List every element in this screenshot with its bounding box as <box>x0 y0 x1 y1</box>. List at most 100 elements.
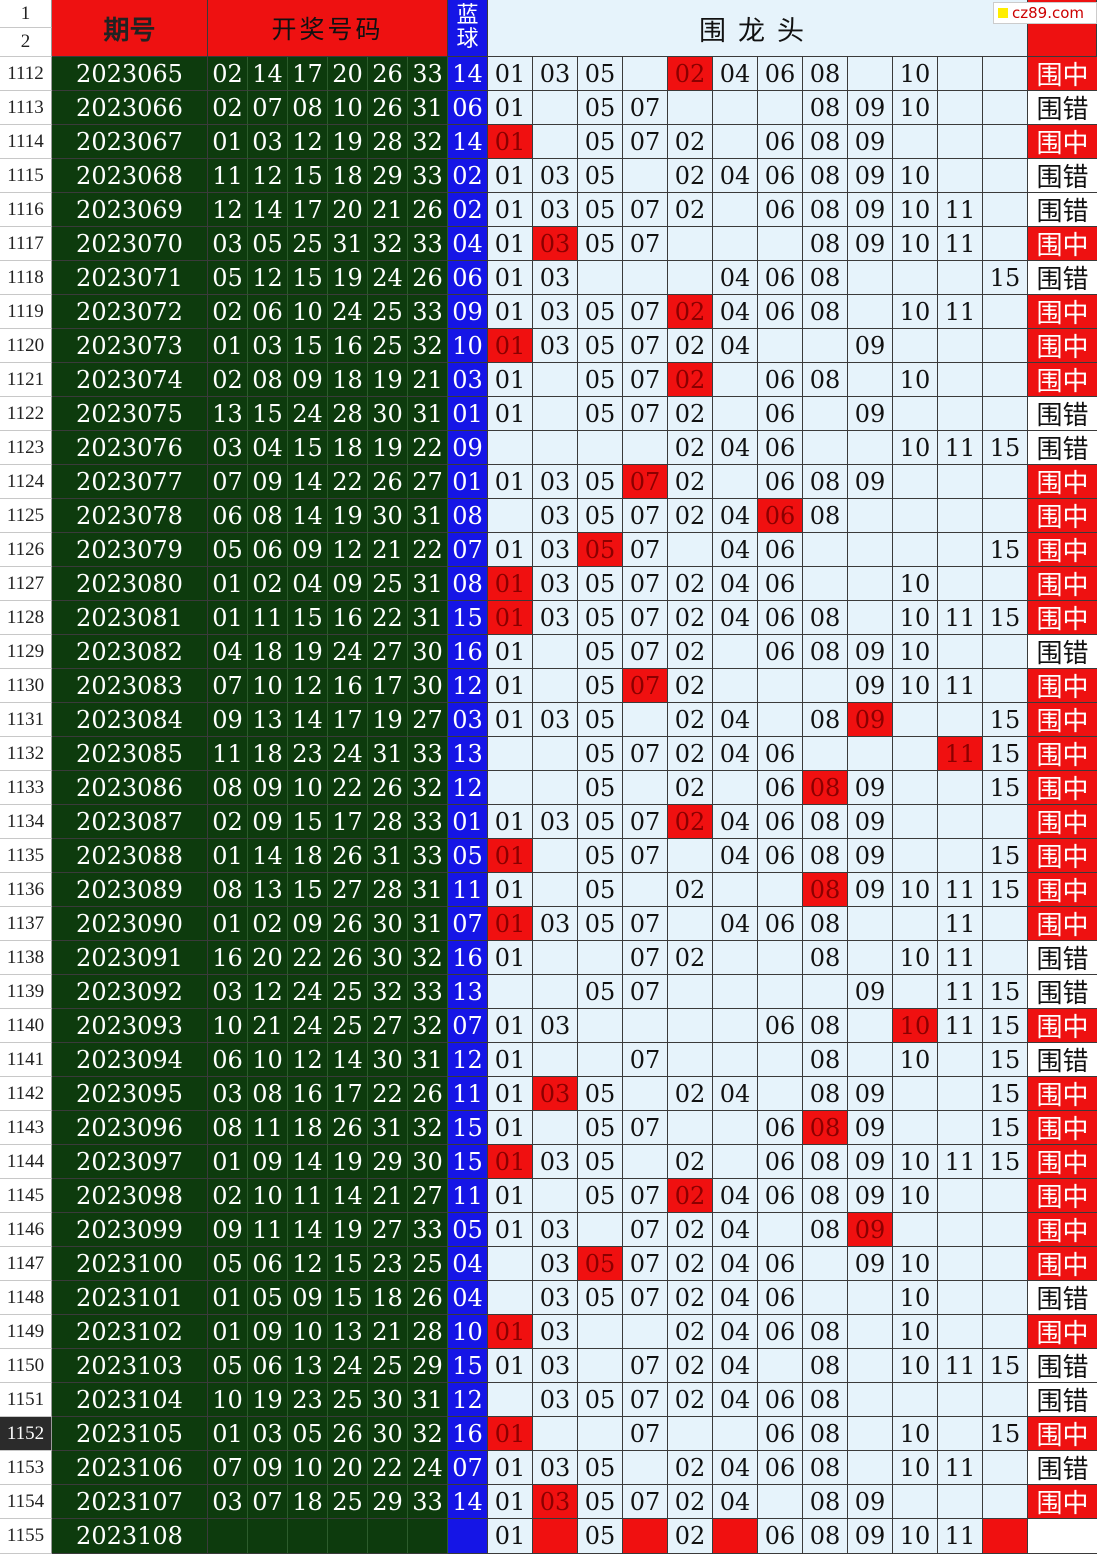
winning-number-cell: 33 <box>408 975 448 1009</box>
winning-number-cell: 11 <box>288 1179 328 1213</box>
candidate-cell: 04 <box>713 57 758 91</box>
candidate-cell <box>938 397 983 431</box>
winning-number-cell: 30 <box>368 1043 408 1077</box>
row-number[interactable]: 1128 <box>0 601 52 635</box>
row-number[interactable]: 1141 <box>0 1043 52 1077</box>
row-number[interactable]: 1146 <box>0 1213 52 1247</box>
winning-number-cell: 28 <box>368 873 408 907</box>
candidate-cell: 02 <box>668 295 713 329</box>
winning-number-cell: 33 <box>408 737 448 771</box>
winning-number-cell: 12 <box>288 1247 328 1281</box>
row-number[interactable]: 1147 <box>0 1247 52 1281</box>
candidate-cell <box>758 1485 803 1519</box>
row-number[interactable]: 1138 <box>0 941 52 975</box>
candidate-cell: 08 <box>803 907 848 941</box>
row-number[interactable]: 1127 <box>0 567 52 601</box>
candidate-cell <box>623 1451 668 1485</box>
winning-number-cell: 25 <box>368 295 408 329</box>
row-number[interactable]: 1125 <box>0 499 52 533</box>
candidate-cell <box>938 363 983 397</box>
candidate-cell <box>983 1383 1028 1417</box>
row-number[interactable]: 1143 <box>0 1111 52 1145</box>
period-cell: 2023105 <box>52 1417 208 1451</box>
row-number[interactable]: 1124 <box>0 465 52 499</box>
row-number[interactable]: 1136 <box>0 873 52 907</box>
row-number[interactable]: 1119 <box>0 295 52 329</box>
winning-number-cell: 01 <box>208 839 248 873</box>
row-number[interactable]: 1142 <box>0 1077 52 1111</box>
candidate-cell: 02 <box>668 1349 713 1383</box>
row-number[interactable]: 1114 <box>0 125 52 159</box>
row-number[interactable]: 1115 <box>0 159 52 193</box>
row-number-header-1[interactable]: 1 <box>0 0 52 28</box>
row-number[interactable]: 1131 <box>0 703 52 737</box>
candidate-cell: 15 <box>983 601 1028 635</box>
candidate-cell: 03 <box>533 703 578 737</box>
row-number[interactable]: 1121 <box>0 363 52 397</box>
candidate-cell: 04 <box>713 703 758 737</box>
row-number[interactable]: 1129 <box>0 635 52 669</box>
candidate-cell <box>848 601 893 635</box>
period-cell: 2023079 <box>52 533 208 567</box>
candidate-cell: 01 <box>488 601 533 635</box>
winning-number-cell: 25 <box>328 1383 368 1417</box>
row-number[interactable]: 1151 <box>0 1383 52 1417</box>
row-number[interactable]: 1145 <box>0 1179 52 1213</box>
period-cell: 2023096 <box>52 1111 208 1145</box>
row-number[interactable]: 1139 <box>0 975 52 1009</box>
row-number[interactable]: 1133 <box>0 771 52 805</box>
row-number[interactable]: 1118 <box>0 261 52 295</box>
row-number[interactable]: 1154 <box>0 1485 52 1519</box>
candidate-cell: 08 <box>803 1043 848 1077</box>
blue-ball-cell: 01 <box>448 397 488 431</box>
row-number-header-2[interactable]: 2 <box>0 28 52 57</box>
candidate-cell <box>623 431 668 465</box>
winning-number-cell: 13 <box>248 703 288 737</box>
result-cell: 围中 <box>1028 1213 1097 1247</box>
winning-number-cell: 13 <box>328 1315 368 1349</box>
winning-number-cell: 14 <box>328 1179 368 1213</box>
winning-number-cell: 25 <box>328 975 368 1009</box>
row-number[interactable]: 1152 <box>0 1417 52 1451</box>
row-number[interactable]: 1134 <box>0 805 52 839</box>
candidate-cell: 02 <box>668 397 713 431</box>
row-number[interactable]: 1148 <box>0 1281 52 1315</box>
candidate-cell: 06 <box>758 1417 803 1451</box>
candidate-cell: 05 <box>578 1383 623 1417</box>
candidate-cell: 08 <box>803 363 848 397</box>
result-cell: 围中 <box>1028 363 1097 397</box>
row-number[interactable]: 1149 <box>0 1315 52 1349</box>
row-number[interactable]: 1132 <box>0 737 52 771</box>
candidate-cell: 06 <box>758 1281 803 1315</box>
candidate-cell: 09 <box>848 975 893 1009</box>
period-cell: 2023076 <box>52 431 208 465</box>
candidate-cell <box>578 1349 623 1383</box>
winning-number-cell: 27 <box>408 465 448 499</box>
row-number[interactable]: 1117 <box>0 227 52 261</box>
candidate-cell: 09 <box>848 227 893 261</box>
row-number[interactable]: 1120 <box>0 329 52 363</box>
row-number[interactable]: 1116 <box>0 193 52 227</box>
row-number[interactable]: 1153 <box>0 1451 52 1485</box>
row-number[interactable]: 1130 <box>0 669 52 703</box>
row-number[interactable]: 1113 <box>0 91 52 125</box>
row-number[interactable]: 1150 <box>0 1349 52 1383</box>
candidate-cell: 15 <box>983 771 1028 805</box>
row-number[interactable]: 1122 <box>0 397 52 431</box>
candidate-cell: 04 <box>713 1213 758 1247</box>
period-cell: 2023081 <box>52 601 208 635</box>
winning-number-cell: 31 <box>328 227 368 261</box>
candidate-cell <box>938 635 983 669</box>
row-number[interactable]: 1126 <box>0 533 52 567</box>
candidate-cell <box>668 907 713 941</box>
row-number[interactable]: 1112 <box>0 57 52 91</box>
row-number[interactable]: 1123 <box>0 431 52 465</box>
winning-number-cell: 01 <box>208 1145 248 1179</box>
blue-ball-cell: 02 <box>448 193 488 227</box>
row-number[interactable]: 1140 <box>0 1009 52 1043</box>
row-number[interactable]: 1137 <box>0 907 52 941</box>
row-number[interactable]: 1155 <box>0 1519 52 1554</box>
row-number[interactable]: 1144 <box>0 1145 52 1179</box>
row-number[interactable]: 1135 <box>0 839 52 873</box>
period-cell: 2023086 <box>52 771 208 805</box>
